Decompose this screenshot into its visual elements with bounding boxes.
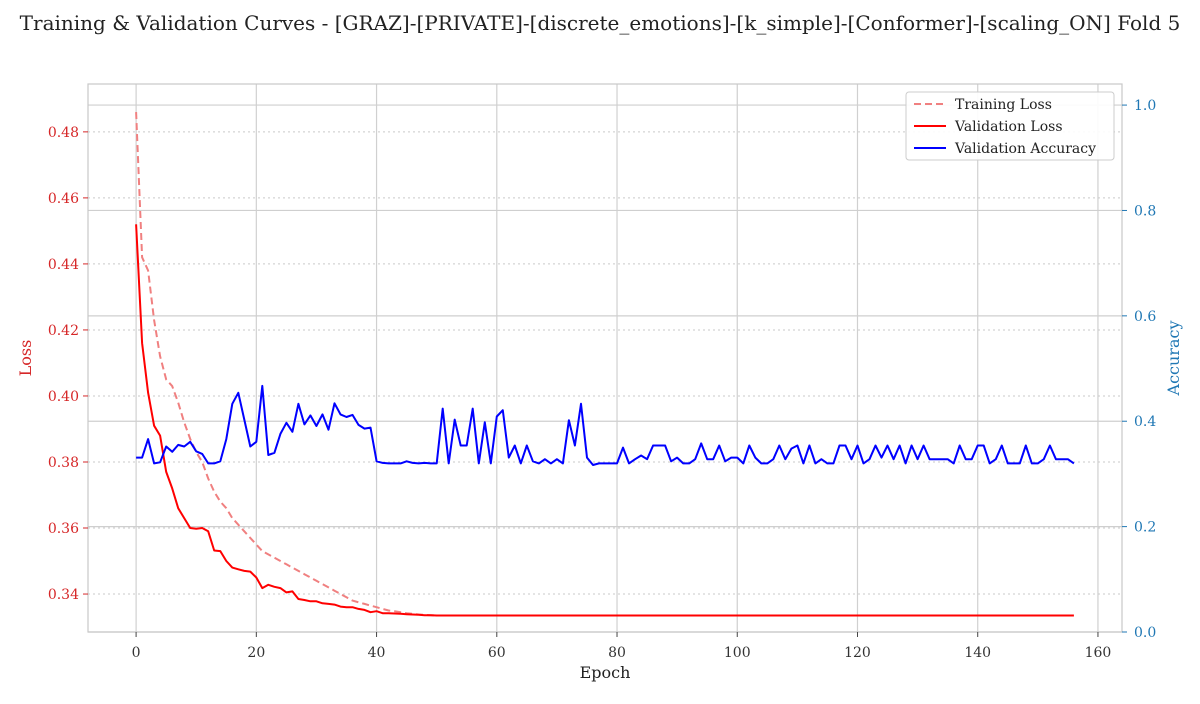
x-tick-label: 20 — [247, 645, 265, 661]
x-tick-label: 100 — [724, 645, 751, 661]
grid-layer — [88, 84, 1122, 633]
y-tick-label-left: 0.36 — [48, 521, 79, 537]
x-tick-label: 160 — [1085, 645, 1112, 661]
y-tick-label-left: 0.34 — [48, 587, 79, 603]
legend-label: Training Loss — [955, 97, 1052, 113]
y-tick-label-right: 0.6 — [1134, 309, 1156, 325]
training-loss-line — [135, 112, 1074, 617]
series-layer — [135, 112, 1075, 617]
y-tick-label-left: 0.42 — [48, 323, 79, 339]
legend-box — [905, 91, 1115, 161]
y-tick-label-left: 0.38 — [48, 455, 79, 471]
chart-title: Training & Validation Curves - [GRAZ]-[P… — [20, 11, 1181, 35]
x-tick-label: 40 — [368, 645, 386, 661]
y-axis-label-right: Accuracy — [1164, 321, 1183, 397]
validation-accuracy-line — [136, 384, 1075, 466]
y-tick-label-right: 1.0 — [1134, 98, 1156, 114]
x-tick-label: 120 — [844, 645, 871, 661]
legend-label: Validation Accuracy — [954, 141, 1096, 157]
axis-layer: 0 20 40 60 80 100 120 140 160 0.34 0.36 0.38 0.40 0.4… — [48, 98, 1157, 661]
x-tick-label: 80 — [608, 645, 626, 661]
x-tick-label: 60 — [488, 645, 506, 661]
y-tick-label-left: 0.44 — [48, 257, 79, 273]
x-tick-label: 140 — [964, 645, 991, 661]
y-tick-label-left: 0.46 — [48, 191, 79, 207]
x-tick-label: 0 — [132, 645, 141, 661]
y-tick-label-left: 0.48 — [48, 125, 79, 141]
y-tick-label-right: 0.8 — [1134, 203, 1156, 219]
validation-loss-line — [135, 224, 1074, 617]
y-axis-label-left: Loss — [16, 340, 35, 377]
y-tick-label-left: 0.40 — [48, 389, 79, 405]
y-tick-label-right: 0.2 — [1134, 520, 1156, 536]
plot-frame — [87, 83, 1123, 633]
legend-label: Validation Loss — [954, 119, 1063, 135]
legend: Training Loss Validation Loss Validation A… — [905, 91, 1115, 161]
x-axis-label: Epoch — [580, 663, 631, 682]
y-tick-label-right: 0.0 — [1134, 625, 1156, 641]
y-tick-label-right: 0.4 — [1134, 414, 1156, 430]
